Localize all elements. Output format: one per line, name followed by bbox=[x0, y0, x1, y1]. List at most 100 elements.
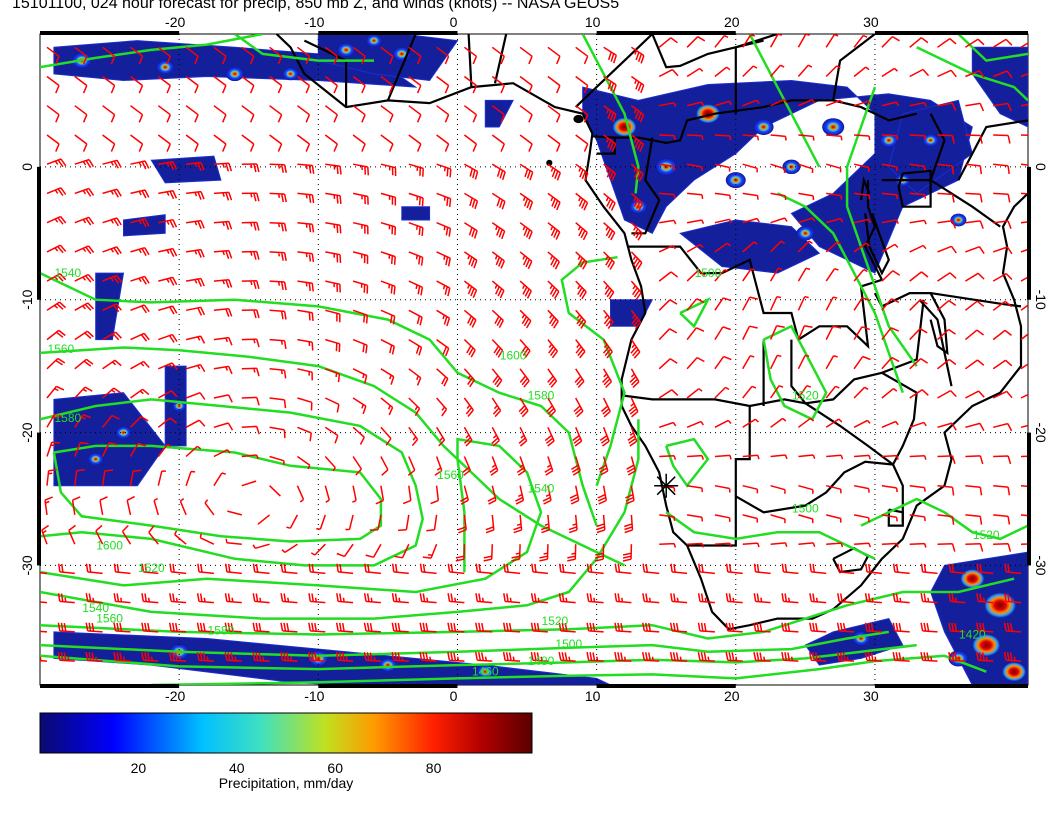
axis-segment-bottom bbox=[596, 684, 736, 688]
wind-barb bbox=[853, 514, 870, 523]
country-border bbox=[631, 137, 661, 235]
height-contour bbox=[665, 437, 710, 488]
wind-barb bbox=[324, 134, 338, 152]
contour-label: 1420 bbox=[959, 628, 986, 642]
axis-segment-bottom bbox=[40, 684, 180, 688]
wind-barb bbox=[502, 622, 521, 633]
precip-peak bbox=[337, 42, 356, 58]
wind-barb bbox=[224, 651, 242, 662]
height-contour bbox=[665, 511, 876, 560]
precip-peak bbox=[782, 159, 801, 175]
wind-barb bbox=[402, 485, 412, 505]
wind-barb bbox=[909, 542, 927, 548]
wind-barb bbox=[725, 593, 743, 604]
wind-barb bbox=[881, 163, 898, 172]
wind-barb bbox=[241, 454, 259, 460]
wind-barb bbox=[714, 218, 733, 224]
wind-barb bbox=[853, 297, 871, 311]
wind-barb bbox=[158, 362, 178, 370]
wind-barb bbox=[658, 328, 678, 341]
wind-barb bbox=[853, 34, 868, 48]
wind-barb bbox=[742, 296, 758, 311]
wind-barb bbox=[408, 397, 421, 416]
wind-barb bbox=[130, 160, 150, 170]
wind-barb bbox=[519, 163, 534, 181]
wind-barb bbox=[547, 251, 560, 270]
country-border bbox=[386, 34, 417, 101]
wind-barb bbox=[241, 250, 260, 260]
wind-barb bbox=[324, 397, 340, 413]
lat-tick-label-right: -30 bbox=[1033, 555, 1049, 575]
wind-barb bbox=[742, 454, 760, 460]
axis-segment-left bbox=[37, 166, 41, 300]
lon-tick-label-top: -20 bbox=[165, 14, 185, 30]
wind-barb bbox=[196, 651, 214, 662]
wind-barb bbox=[430, 485, 440, 505]
wind-barb bbox=[742, 99, 760, 107]
wind-barb bbox=[352, 192, 369, 205]
wind-barb bbox=[491, 163, 506, 181]
wind-barb bbox=[909, 455, 927, 460]
wind-barb bbox=[352, 134, 366, 152]
wind-barb bbox=[797, 295, 809, 311]
wind-barb bbox=[308, 563, 326, 575]
wind-barb bbox=[993, 514, 1011, 525]
wind-barb bbox=[380, 280, 396, 295]
wind-barb bbox=[937, 102, 957, 112]
wind-barb bbox=[296, 75, 311, 94]
height-contour bbox=[560, 255, 626, 487]
wind-barb bbox=[297, 309, 314, 321]
wind-barb bbox=[462, 456, 471, 476]
wind-barb bbox=[491, 397, 502, 418]
wind-barb bbox=[463, 309, 477, 328]
height-contour bbox=[581, 34, 640, 194]
wind-barb bbox=[85, 651, 103, 662]
wind-barb bbox=[74, 386, 93, 399]
wind-barb bbox=[659, 134, 676, 140]
wind-barb bbox=[408, 105, 422, 123]
wind-barb bbox=[569, 485, 580, 505]
wind-barb bbox=[753, 593, 771, 604]
wind-barb bbox=[269, 280, 287, 291]
wind-barb bbox=[408, 192, 424, 207]
precip-peak bbox=[695, 104, 720, 124]
wind-barb bbox=[770, 134, 787, 141]
wind-barb bbox=[659, 102, 677, 107]
wind-barb bbox=[380, 75, 394, 94]
wind-barb bbox=[519, 309, 532, 329]
wind-barb bbox=[714, 297, 732, 311]
country-border bbox=[881, 179, 1001, 228]
height-contour bbox=[762, 324, 828, 421]
wind-barb bbox=[74, 302, 95, 311]
wind-barb bbox=[157, 443, 172, 457]
wind-barb bbox=[252, 563, 270, 575]
wind-barb bbox=[770, 417, 787, 428]
contour-label: 1460 bbox=[472, 665, 499, 679]
wind-barb bbox=[714, 355, 732, 370]
wind-barb bbox=[558, 563, 576, 575]
wind-barb bbox=[797, 325, 813, 340]
wind-barb bbox=[185, 306, 206, 316]
wind-barb bbox=[697, 593, 715, 604]
wind-barb bbox=[297, 251, 315, 262]
wind-barb bbox=[408, 426, 419, 447]
wind-barb bbox=[686, 484, 704, 493]
contour-label: 1540 bbox=[54, 266, 81, 280]
wind-barb bbox=[130, 218, 150, 228]
wind-barb bbox=[213, 105, 227, 123]
wind-barb bbox=[853, 66, 870, 78]
precip-peak bbox=[984, 592, 1017, 619]
wind-barb bbox=[881, 67, 899, 78]
wind-barb bbox=[436, 368, 449, 387]
wind-barb bbox=[102, 46, 116, 65]
wind-barb bbox=[436, 105, 450, 123]
wind-barb bbox=[909, 192, 927, 199]
wind-barb bbox=[46, 385, 65, 399]
wind-barb bbox=[41, 524, 50, 545]
wind-barb bbox=[826, 542, 844, 548]
wind-barb bbox=[447, 651, 465, 662]
wind-barb bbox=[1020, 134, 1028, 136]
wind-barb bbox=[909, 357, 929, 370]
wind-barb bbox=[937, 455, 956, 465]
wind-barb bbox=[185, 391, 206, 400]
